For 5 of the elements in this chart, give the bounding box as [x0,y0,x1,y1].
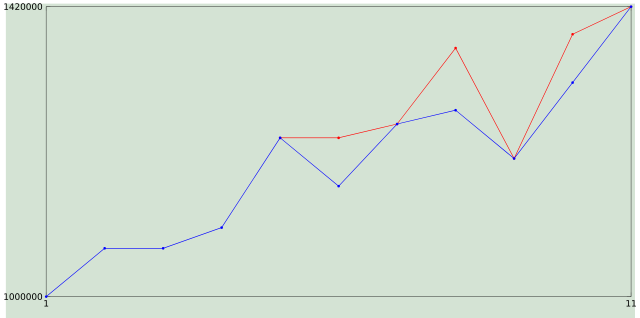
y-tick-label: 1000000 [4,293,42,300]
x-tick-label: 1 [44,300,48,306]
x-tick-label: 11 [626,300,636,306]
y-tick-label: 1420000 [4,3,42,10]
line-series [278,5,632,160]
